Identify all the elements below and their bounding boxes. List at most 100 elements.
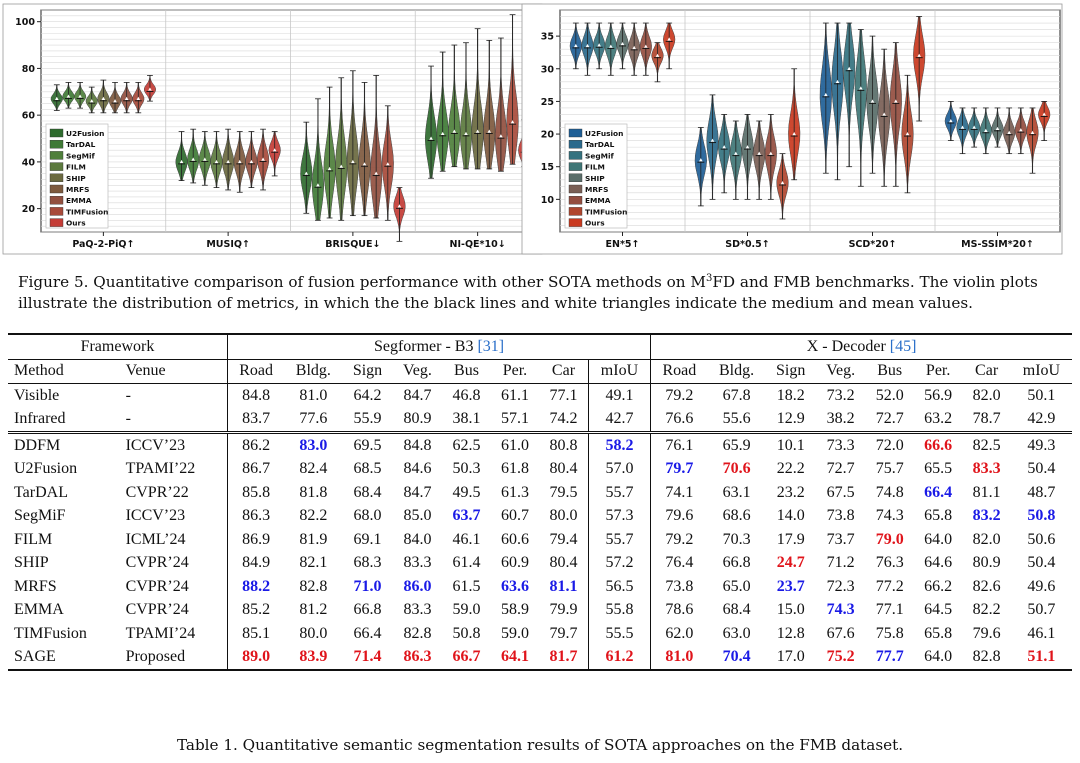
col-header-14: Bus [865, 358, 914, 384]
violin-mean-marker [745, 145, 750, 149]
value-cell: 83.3 [972, 460, 1001, 478]
value-cell: 80.9 [972, 554, 1001, 572]
value-cell: 79.9 [549, 601, 578, 619]
value-cell: 74.1 [650, 481, 708, 505]
col-header-9: mIoU [587, 358, 651, 384]
segformer-header-label: Segformer - B3 [373, 337, 478, 355]
legend-label: Ours [66, 219, 86, 228]
legend-label: MRFS [66, 185, 89, 194]
violin-mean-marker [249, 159, 254, 164]
value-cell: 22.2 [776, 460, 805, 478]
value-cell: 55.5 [587, 622, 651, 646]
table-row: U2Fusion TPAMI’22 86.7 82.4 68.5 84.6 50.3 61.8… [8, 457, 1072, 481]
x-tick-label: MUSIQ↑ [206, 239, 250, 250]
value-cell: 50.7 [1027, 601, 1056, 619]
value-cell: 72.3 [826, 577, 855, 595]
x-tick-label: SCD*20↑ [849, 239, 897, 250]
value-cell: 62.0 [650, 622, 708, 646]
violin-mean-marker [949, 119, 953, 123]
violin-mean-marker [136, 96, 141, 100]
legend-swatch [568, 128, 583, 138]
value-cell: 79.0 [875, 530, 904, 548]
value-cell: 76.6 [650, 407, 708, 433]
violin-mean-marker [655, 53, 660, 57]
y-tick-label: 60 [22, 111, 36, 122]
value-cell: 74.3 [826, 601, 855, 619]
value-cell: 81.9 [299, 530, 328, 548]
value-cell: 72.0 [865, 431, 914, 458]
violin-mean-marker [667, 37, 671, 41]
value-cell: 84.8 [392, 431, 443, 458]
table-row: SegMiF ICCV’23 86.3 82.2 68.0 85.0 63.7 60.7 80.… [8, 504, 1072, 528]
value-cell: 82.8 [403, 624, 432, 642]
value-cell: 59.0 [500, 624, 529, 642]
value-cell: 64.6 [924, 554, 953, 572]
value-cell: 61.4 [452, 554, 481, 572]
violin-mean-marker [124, 96, 129, 100]
legend-label: EMMA [585, 196, 611, 205]
value-cell: 79.5 [549, 483, 578, 501]
value-cell: 86.3 [392, 645, 443, 671]
table-row: EMMA CVPR’24 85.2 81.2 66.8 83.3 59.0 58.9 79.9 5… [8, 598, 1072, 622]
legend-label: TarDAL [66, 140, 96, 149]
value-cell: 50.4 [1027, 460, 1056, 478]
violin-mean-marker [272, 148, 277, 152]
violin-mean-marker [191, 157, 195, 161]
violin-mean-marker [757, 151, 761, 155]
value-cell: 84.6 [403, 460, 432, 478]
table-row: FILM ICML’24 86.9 81.9 69.1 84.0 46.1 60.6 79.4 5… [8, 528, 1072, 552]
x-tick-label: MS-SSIM*20↑ [961, 239, 1034, 250]
venue-cell: CVPR’24 [125, 601, 189, 619]
x-tick-label: EN*5↑ [606, 239, 640, 250]
value-cell: 80.4 [549, 460, 578, 478]
value-cell: 81.1 [972, 483, 1001, 501]
value-cell: 71.4 [342, 645, 393, 671]
value-cell: 65.8 [924, 507, 953, 525]
col-header-8: Car [539, 358, 589, 384]
venue-cell: Proposed [119, 645, 228, 671]
table-row: SHIP CVPR’24 84.9 82.1 68.3 83.3 61.4 60.9 80.4 5… [8, 551, 1072, 575]
method-cell: FILM [14, 530, 53, 548]
violin-mean-marker [261, 157, 265, 161]
legend-label: TarDAL [585, 140, 615, 149]
y-tick-label: 80 [22, 64, 36, 75]
figure-caption-prefix: Figure 5. [18, 273, 89, 292]
violin-mean-marker [339, 164, 344, 168]
xdecoder-ref-link[interactable]: [45] [889, 337, 917, 355]
legend-swatch [49, 184, 64, 194]
legend-label: TIMFusion [585, 207, 627, 216]
method-cell: SegMiF [14, 507, 66, 525]
table-row: TIMFusion TPAMI’24 85.1 80.0 66.4 82.8 50.8 59.… [8, 622, 1072, 646]
value-cell: 65.9 [707, 431, 766, 458]
value-cell: 82.8 [299, 577, 328, 595]
value-cell: 80.8 [539, 431, 589, 458]
value-cell: 72.7 [875, 410, 904, 428]
value-cell: 82.2 [972, 601, 1001, 619]
value-cell: 12.8 [776, 624, 805, 642]
col-header-0: Method [8, 358, 120, 384]
method-cell: U2Fusion [14, 460, 78, 478]
violin-mean-marker [835, 79, 840, 84]
right-violin-panel: 10 15 20 25 30 35 EN*5↑ SD*0.5↑ SCD*20↑ MS-SSIM*2… [521, 3, 1063, 255]
value-cell: 51.1 [1010, 645, 1072, 671]
value-cell: 65.5 [924, 460, 953, 478]
violin-mean-marker [499, 134, 503, 138]
violin-mean-marker [722, 145, 726, 149]
value-cell: 42.9 [1027, 410, 1056, 428]
value-cell: 49.5 [452, 483, 481, 501]
value-cell: 83.7 [226, 407, 285, 433]
col-header-11: Bldg. [707, 358, 766, 384]
violin-mean-marker [464, 131, 468, 136]
segformer-ref-link[interactable]: [31] [477, 337, 505, 355]
value-cell: 74.3 [875, 507, 904, 525]
value-cell: 63.2 [924, 410, 953, 428]
value-cell: 15.0 [776, 601, 805, 619]
method-cell: TarDAL [14, 483, 68, 501]
venue-cell: CVPR’24 [125, 554, 189, 572]
method-cell: EMMA [14, 601, 64, 619]
violin-mean-marker [327, 166, 332, 171]
table-row: MRFS CVPR’24 88.2 82.8 71.0 86.0 61.5 63.6 81.1 5… [8, 575, 1072, 599]
violin-mean-marker [847, 66, 851, 70]
violin-mean-marker [870, 99, 875, 103]
value-cell: 66.4 [924, 483, 953, 501]
